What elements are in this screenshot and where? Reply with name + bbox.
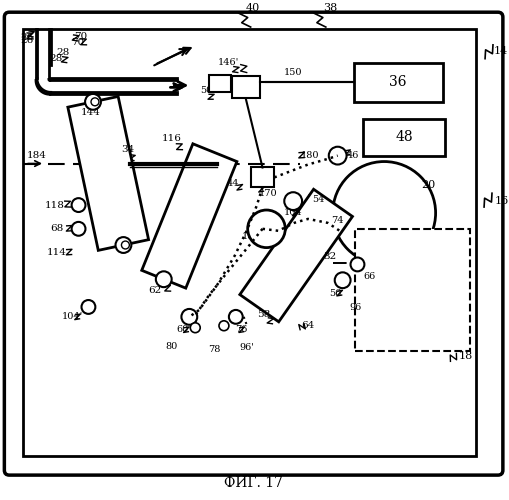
Bar [363,119,444,156]
Polygon shape [239,189,352,322]
Bar [250,168,274,188]
Text: 56: 56 [329,288,341,298]
Text: 180: 180 [300,151,319,160]
Text: ФИГ. 17: ФИГ. 17 [223,476,282,490]
Circle shape [218,321,229,330]
Circle shape [284,192,301,210]
Text: 44: 44 [226,179,239,188]
Circle shape [121,241,129,249]
Bar [355,229,469,352]
Text: 58: 58 [257,310,270,320]
Text: 66: 66 [362,272,375,281]
Text: 96': 96' [239,343,253,352]
Bar [23,29,475,456]
Text: 114: 114 [47,248,67,257]
Text: 116: 116 [161,134,181,143]
Text: 144: 144 [80,108,100,116]
Circle shape [229,310,242,324]
Circle shape [81,300,95,314]
Text: 54: 54 [311,194,323,203]
Text: 78: 78 [208,345,220,354]
Bar [353,62,442,102]
Text: 28: 28 [56,48,69,58]
Text: 150: 150 [284,68,302,77]
Circle shape [328,146,346,164]
Text: 70: 70 [74,32,87,42]
Text: 36: 36 [388,76,406,90]
Circle shape [156,272,172,287]
Text: 168: 168 [241,232,260,241]
Text: 26: 26 [20,34,34,42]
Text: 80: 80 [165,342,177,351]
Text: 14: 14 [493,46,507,56]
Polygon shape [142,144,237,288]
Text: 40: 40 [245,3,259,13]
Circle shape [181,309,197,325]
Text: 46: 46 [346,151,358,160]
Text: 50: 50 [200,86,212,95]
Text: 96: 96 [349,304,361,312]
Circle shape [350,258,364,272]
Circle shape [116,237,131,253]
Circle shape [190,323,200,332]
Text: 20: 20 [421,180,435,190]
Text: 26: 26 [20,36,34,46]
Text: 170: 170 [259,188,277,198]
Text: 70: 70 [71,38,84,48]
Circle shape [71,222,86,235]
Circle shape [247,210,285,248]
Circle shape [71,198,86,212]
Text: 62: 62 [148,286,161,294]
Text: 60: 60 [176,325,188,334]
Circle shape [332,162,435,264]
Text: 68: 68 [50,224,63,234]
Circle shape [334,272,350,288]
Text: 76: 76 [235,325,247,334]
Text: 184: 184 [27,151,47,160]
Text: 48: 48 [394,130,412,144]
Text: 74: 74 [331,216,343,226]
Text: 118: 118 [45,200,65,209]
Text: 34: 34 [121,145,134,154]
Text: 28: 28 [49,54,62,63]
Text: 104: 104 [284,208,302,218]
Bar [209,74,231,92]
Text: 152: 152 [236,80,254,89]
Bar [232,76,259,98]
Text: 18: 18 [458,352,472,362]
Text: 64: 64 [301,321,314,330]
Text: 32: 32 [323,252,336,261]
Circle shape [85,94,101,110]
Polygon shape [68,96,148,250]
Text: 16: 16 [494,196,508,206]
FancyBboxPatch shape [5,12,502,475]
Circle shape [91,98,99,106]
Text: 104': 104' [62,312,83,322]
Text: 38: 38 [322,3,336,13]
Text: 146': 146' [218,58,239,67]
